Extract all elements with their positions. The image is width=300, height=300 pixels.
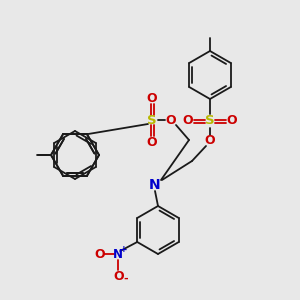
Text: O: O <box>147 136 157 148</box>
Text: O: O <box>183 115 193 128</box>
Text: O: O <box>166 113 176 127</box>
Text: S: S <box>205 115 215 128</box>
Text: -: - <box>123 274 127 284</box>
Text: O: O <box>205 134 215 148</box>
Text: O: O <box>147 92 157 104</box>
Text: +: + <box>120 244 128 253</box>
Text: S: S <box>147 113 157 127</box>
Text: N: N <box>113 248 123 260</box>
Text: O: O <box>113 269 124 283</box>
Text: N: N <box>149 178 161 192</box>
Text: O: O <box>94 248 104 260</box>
Text: O: O <box>227 115 237 128</box>
